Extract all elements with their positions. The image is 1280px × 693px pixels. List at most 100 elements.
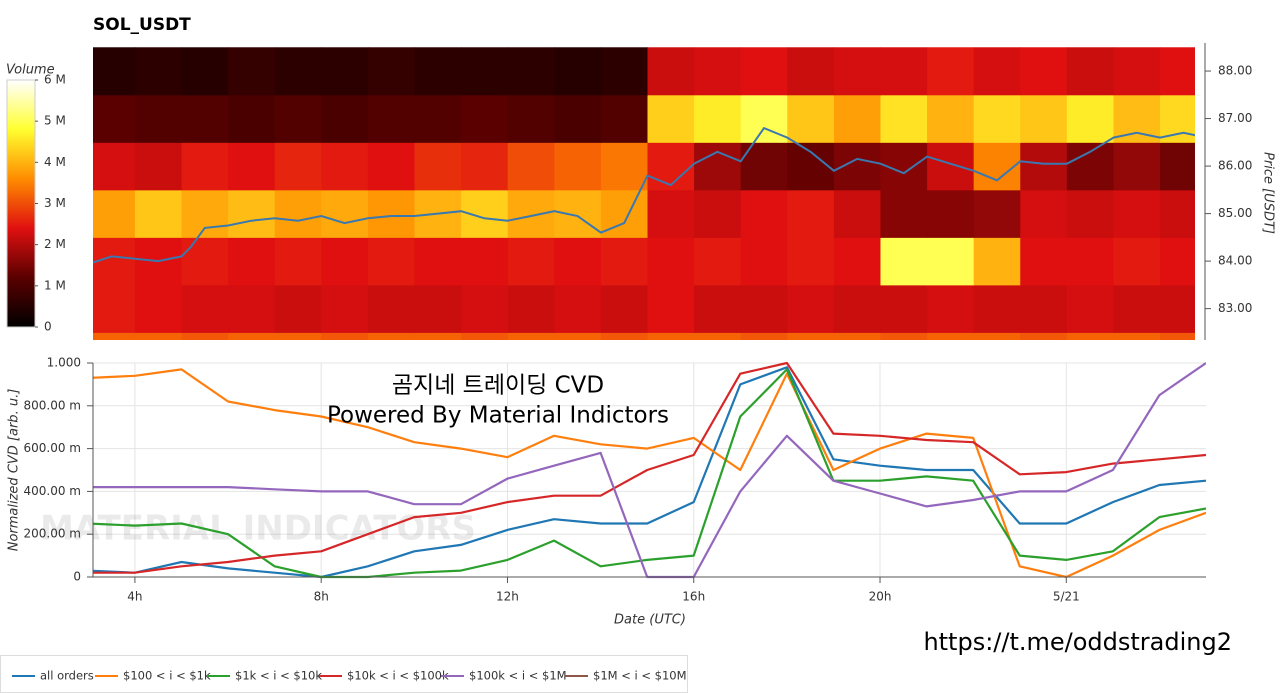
heat-cell xyxy=(694,237,742,286)
heat-cell xyxy=(1066,332,1114,340)
heat-cell xyxy=(367,47,416,96)
heat-cell xyxy=(927,94,975,143)
heat-cell xyxy=(507,189,555,238)
heat-cell xyxy=(414,47,462,96)
heat-cell xyxy=(274,47,322,96)
y2-tick-label: 88.00 xyxy=(1218,64,1252,78)
heat-cell xyxy=(414,142,462,191)
heat-cell xyxy=(507,284,555,333)
heat-cell xyxy=(1113,237,1161,286)
heat-cell xyxy=(228,142,276,191)
heat-cell xyxy=(787,142,835,191)
heat-cell xyxy=(833,332,881,340)
heat-cell xyxy=(274,332,322,340)
heat-cell xyxy=(414,94,462,143)
y-tick-label: 200.00 m xyxy=(24,527,82,541)
series-line xyxy=(93,361,1206,574)
heat-cell xyxy=(367,332,416,340)
heat-cell xyxy=(274,237,322,286)
colorbar-tick-label: 2 M xyxy=(44,237,66,251)
y2-axis-label: Price [USDT] xyxy=(1261,152,1276,234)
y-tick-label: 0 xyxy=(73,570,81,584)
heat-cell xyxy=(554,189,602,238)
colorbar-label: Volume xyxy=(6,63,55,78)
heat-cell xyxy=(134,47,183,96)
heat-cell xyxy=(507,142,555,191)
heat-cell xyxy=(321,142,369,191)
colorbar-tick-label: 0 xyxy=(44,320,52,334)
heat-cell xyxy=(880,284,928,333)
heat-cell xyxy=(181,284,229,333)
legend-label: $1M < i < $10M xyxy=(593,669,687,683)
heat-cell xyxy=(833,94,881,143)
heat-cell xyxy=(694,47,742,96)
x-tick-label: 8h xyxy=(314,590,329,604)
heat-cell xyxy=(228,189,276,238)
heat-cell xyxy=(880,189,928,238)
heat-cell xyxy=(1113,94,1161,143)
legend-label: all orders xyxy=(40,669,94,683)
heat-cell xyxy=(274,142,322,191)
heat-cell xyxy=(274,284,322,333)
heat-cell xyxy=(880,332,928,340)
y2-tick-label: 85.00 xyxy=(1218,206,1252,220)
url: https://t.me/oddstrading2 xyxy=(923,628,1232,656)
heat-cell xyxy=(740,332,788,340)
heat-cell xyxy=(927,189,975,238)
heat-cell xyxy=(600,237,648,286)
heat-cell xyxy=(1020,47,1068,96)
y2-tick-label: 83.00 xyxy=(1218,301,1252,315)
heat-cell xyxy=(321,332,369,340)
heat-cell xyxy=(414,237,462,286)
heat-cell xyxy=(973,189,1021,238)
heat-cell xyxy=(321,94,369,143)
heat-cell xyxy=(694,94,742,143)
series-line xyxy=(93,368,1206,579)
heat-cell xyxy=(414,332,462,340)
heat-cell xyxy=(134,94,183,143)
heat-cell xyxy=(1113,332,1161,340)
x-axis-label: Date (UTC) xyxy=(614,613,686,628)
heat-cell xyxy=(694,142,742,191)
heat-cell xyxy=(181,332,229,340)
heatmap xyxy=(93,47,1195,340)
heat-cell xyxy=(507,237,555,286)
heat-cell xyxy=(647,189,695,238)
heat-cell xyxy=(554,47,602,96)
heat-cell xyxy=(927,142,975,191)
y2-tick-label: 87.00 xyxy=(1218,111,1252,125)
colorbar xyxy=(6,79,36,328)
heat-cell xyxy=(93,94,136,143)
heat-cell xyxy=(554,94,602,143)
heat-cell xyxy=(228,237,276,286)
heat-cell xyxy=(321,189,369,238)
heat-cell xyxy=(647,142,695,191)
heat-cell xyxy=(833,47,881,96)
heat-cell xyxy=(181,94,229,143)
heat-cell xyxy=(554,237,602,286)
heat-cell xyxy=(1066,237,1114,286)
heat-cell xyxy=(554,332,602,340)
heat-cell xyxy=(647,284,695,333)
x-tick-label: 4h xyxy=(127,590,142,604)
heat-cell xyxy=(1020,189,1068,238)
heat-cell xyxy=(973,237,1021,286)
heat-cell xyxy=(694,284,742,333)
heat-cell xyxy=(181,237,229,286)
heat-cell xyxy=(1020,237,1068,286)
heat-cell xyxy=(880,94,928,143)
heat-cell xyxy=(554,284,602,333)
heat-cell xyxy=(367,189,416,238)
heat-cell xyxy=(927,284,975,333)
lines xyxy=(93,361,1206,579)
heat-cell xyxy=(554,142,602,191)
colorbar-tick-label: 3 M xyxy=(44,196,66,210)
legend: all orders $100 < i < $1k $1k < i < $10k $1… xyxy=(12,669,687,683)
heat-cell xyxy=(787,237,835,286)
heat-cell xyxy=(600,284,648,333)
colorbar-tick-label: 1 M xyxy=(44,278,66,292)
heat-cell xyxy=(507,47,555,96)
y2-tick-label: 86.00 xyxy=(1218,159,1252,173)
heat-cell xyxy=(134,284,183,333)
